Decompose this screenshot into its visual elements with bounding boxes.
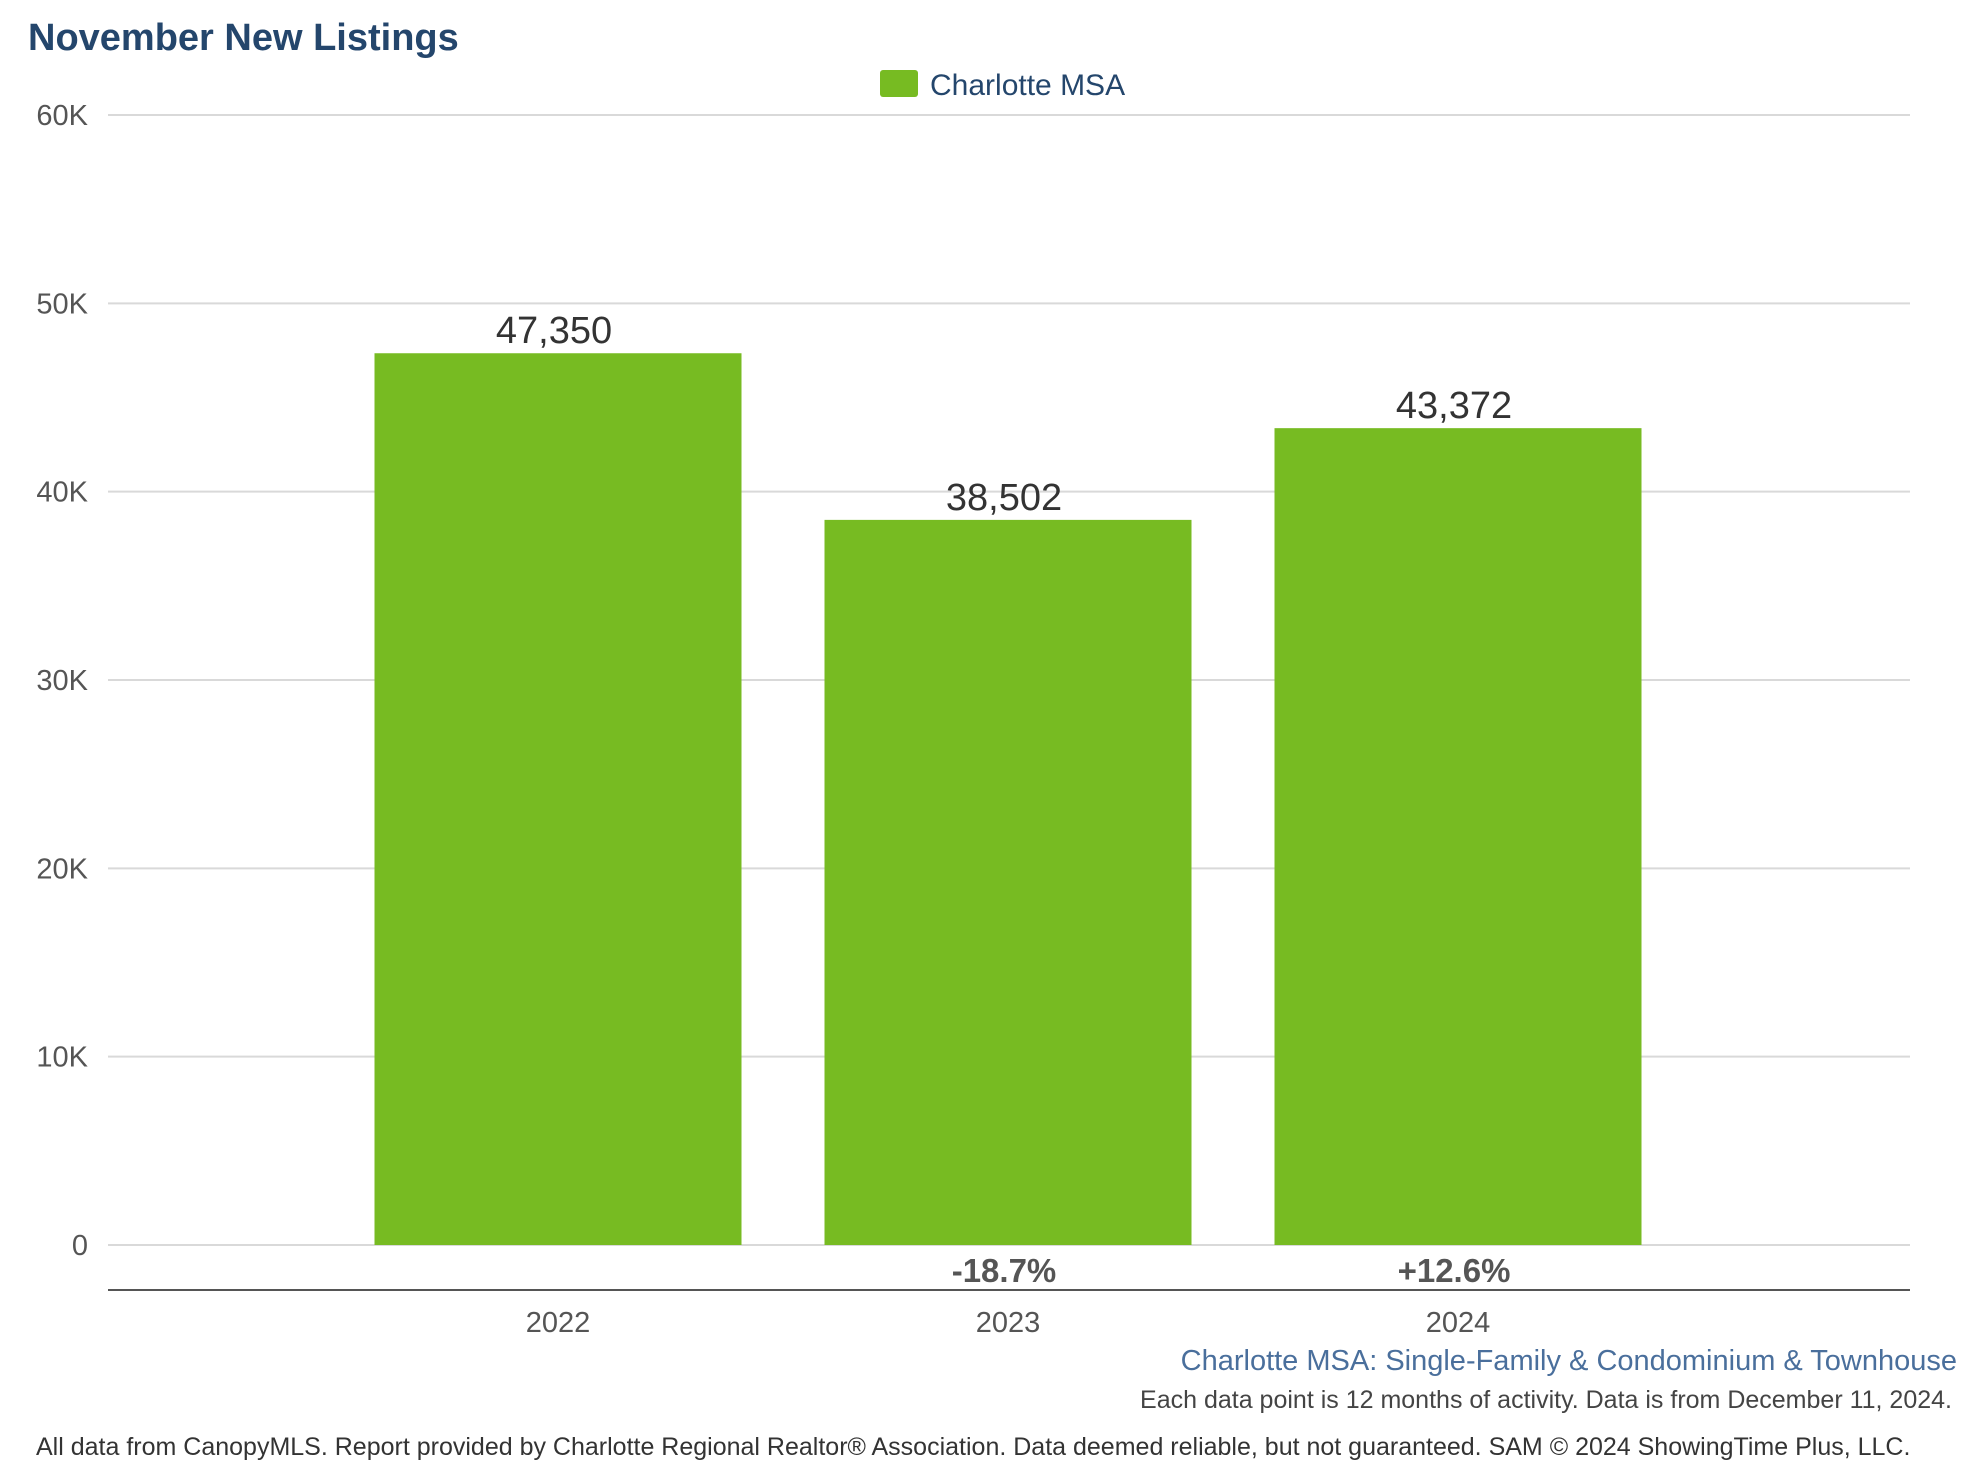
y-tick-label: 60K	[36, 100, 88, 132]
y-tick-label: 10K	[36, 1042, 88, 1074]
legend: Charlotte MSA	[880, 69, 1125, 102]
y-tick-label: 20K	[36, 853, 88, 885]
change-label-2023: -18.7%	[952, 1252, 1057, 1289]
bars	[374, 353, 1642, 1246]
legend-label: Charlotte MSA	[930, 69, 1125, 102]
bar-2023	[824, 519, 1192, 1245]
value-labels: 47,350 38,502 -18.7% 43,372 +12.6%	[496, 310, 1512, 1289]
value-label-2022: 47,350	[496, 310, 612, 352]
value-label-2024: 43,372	[1396, 385, 1512, 427]
x-tick-label-2023: 2023	[976, 1307, 1041, 1339]
bar-2022	[374, 353, 742, 1245]
y-tick-label: 50K	[36, 288, 88, 320]
x-axis-ticks: 2022 2023 2024	[526, 1307, 1491, 1339]
data-note: Each data point is 12 months of activity…	[1140, 1386, 1952, 1414]
chart-title: November New Listings	[28, 17, 459, 59]
value-label-2023: 38,502	[946, 477, 1062, 519]
x-tick-label-2024: 2024	[1426, 1307, 1491, 1339]
chart-subtitle: Charlotte MSA: Single-Family & Condomini…	[1181, 1345, 1957, 1377]
x-tick-label-2022: 2022	[526, 1307, 591, 1339]
y-tick-label: 0	[72, 1230, 88, 1262]
bar-2024	[1274, 428, 1642, 1246]
footer-credit: All data from CanopyMLS. Report provided…	[36, 1433, 1910, 1461]
y-tick-label: 40K	[36, 477, 88, 509]
y-axis-ticks: 0 10K 20K 30K 40K 50K 60K	[36, 100, 88, 1262]
legend-swatch	[880, 70, 918, 97]
y-tick-label: 30K	[36, 665, 88, 697]
change-label-2024: +12.6%	[1398, 1252, 1511, 1289]
